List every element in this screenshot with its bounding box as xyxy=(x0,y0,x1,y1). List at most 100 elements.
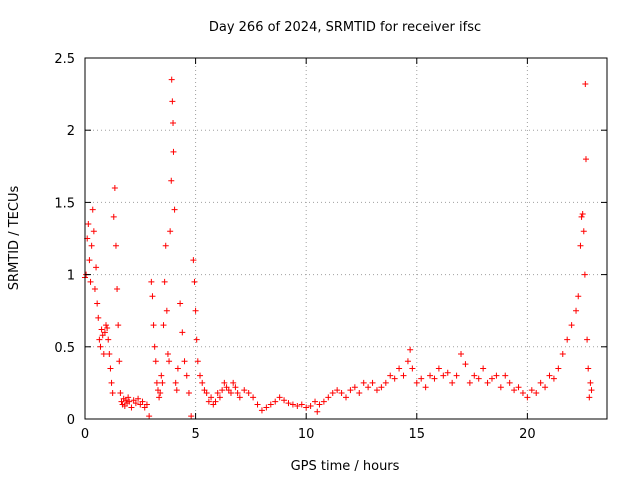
data-point xyxy=(422,384,429,391)
data-point xyxy=(135,395,142,402)
data-point xyxy=(462,361,469,368)
x-tick-label: 10 xyxy=(298,427,315,442)
data-point xyxy=(528,387,535,394)
data-point xyxy=(170,119,177,126)
data-point xyxy=(258,407,265,414)
data-point xyxy=(502,372,509,379)
y-tick-label: 2.5 xyxy=(54,52,75,67)
data-point xyxy=(109,390,116,397)
data-point xyxy=(86,257,93,264)
data-point xyxy=(382,379,389,386)
data-point xyxy=(396,365,403,372)
data-point xyxy=(181,358,188,365)
data-point xyxy=(111,184,118,191)
y-tick-label: 0 xyxy=(67,413,75,428)
data-point xyxy=(584,336,591,343)
data-point xyxy=(173,387,180,394)
data-point xyxy=(294,403,301,410)
x-axis-label: GPS time / hours xyxy=(291,459,400,474)
data-point xyxy=(89,206,96,213)
data-point xyxy=(312,398,319,405)
data-point xyxy=(272,398,279,405)
data-point xyxy=(325,394,332,401)
data-point xyxy=(519,390,526,397)
data-point xyxy=(125,394,132,401)
data-point xyxy=(107,365,114,372)
data-point xyxy=(314,408,321,415)
data-point xyxy=(281,397,288,404)
data-point xyxy=(98,326,105,333)
data-point xyxy=(578,213,585,220)
data-point xyxy=(577,242,584,249)
data-point xyxy=(400,372,407,379)
data-point xyxy=(449,379,456,386)
data-points xyxy=(82,76,595,420)
data-point xyxy=(497,384,504,391)
chart-title: Day 266 of 2024, SRMTID for receiver ifs… xyxy=(209,20,481,35)
data-point xyxy=(579,210,586,217)
data-point xyxy=(466,379,473,386)
data-point xyxy=(192,307,199,314)
data-point xyxy=(303,404,310,411)
data-point xyxy=(276,394,283,401)
data-point xyxy=(351,384,358,391)
data-point xyxy=(146,413,153,420)
data-point xyxy=(435,365,442,372)
x-tick-label: 20 xyxy=(519,427,536,442)
data-point xyxy=(232,384,239,391)
data-point xyxy=(555,365,562,372)
data-point xyxy=(427,372,434,379)
data-point xyxy=(458,351,465,358)
data-point xyxy=(511,387,518,394)
data-point xyxy=(413,379,420,386)
data-point xyxy=(493,372,500,379)
data-point xyxy=(197,372,204,379)
data-point xyxy=(177,300,184,307)
data-point xyxy=(105,336,112,343)
data-point xyxy=(216,394,223,401)
data-point xyxy=(307,403,314,410)
data-point xyxy=(343,394,349,401)
data-point xyxy=(365,384,372,391)
data-point xyxy=(158,372,165,379)
data-point xyxy=(96,336,103,343)
data-point xyxy=(254,401,261,408)
y-tick-label: 1.5 xyxy=(54,196,75,211)
data-point xyxy=(356,390,363,397)
data-point xyxy=(214,390,221,397)
x-tick-label: 5 xyxy=(191,427,199,442)
data-point xyxy=(139,398,146,405)
data-point xyxy=(585,365,592,372)
data-point xyxy=(533,390,540,397)
data-point xyxy=(193,336,200,343)
data-point xyxy=(95,314,102,321)
x-axis-ticks: 0 5 10 15 20 xyxy=(81,58,536,442)
data-point xyxy=(537,379,544,386)
data-point xyxy=(112,242,119,249)
data-point xyxy=(132,400,139,407)
data-point xyxy=(185,390,192,397)
data-point xyxy=(179,329,186,336)
data-point xyxy=(378,384,385,391)
data-point xyxy=(568,322,575,329)
data-point xyxy=(407,346,414,353)
data-point xyxy=(373,387,380,394)
data-point xyxy=(183,372,190,379)
data-point xyxy=(110,213,117,220)
data-point xyxy=(488,375,495,382)
data-point xyxy=(203,390,210,397)
data-point xyxy=(245,390,252,397)
data-point xyxy=(316,401,323,408)
data-point xyxy=(582,80,589,87)
data-point xyxy=(190,257,197,264)
data-point xyxy=(162,242,169,249)
data-point xyxy=(151,343,158,350)
data-point xyxy=(444,369,451,376)
data-point xyxy=(93,264,100,271)
x-tick-label: 0 xyxy=(81,427,89,442)
data-point xyxy=(199,379,206,386)
data-point xyxy=(440,372,447,379)
data-point xyxy=(91,286,98,293)
data-point xyxy=(546,372,553,379)
